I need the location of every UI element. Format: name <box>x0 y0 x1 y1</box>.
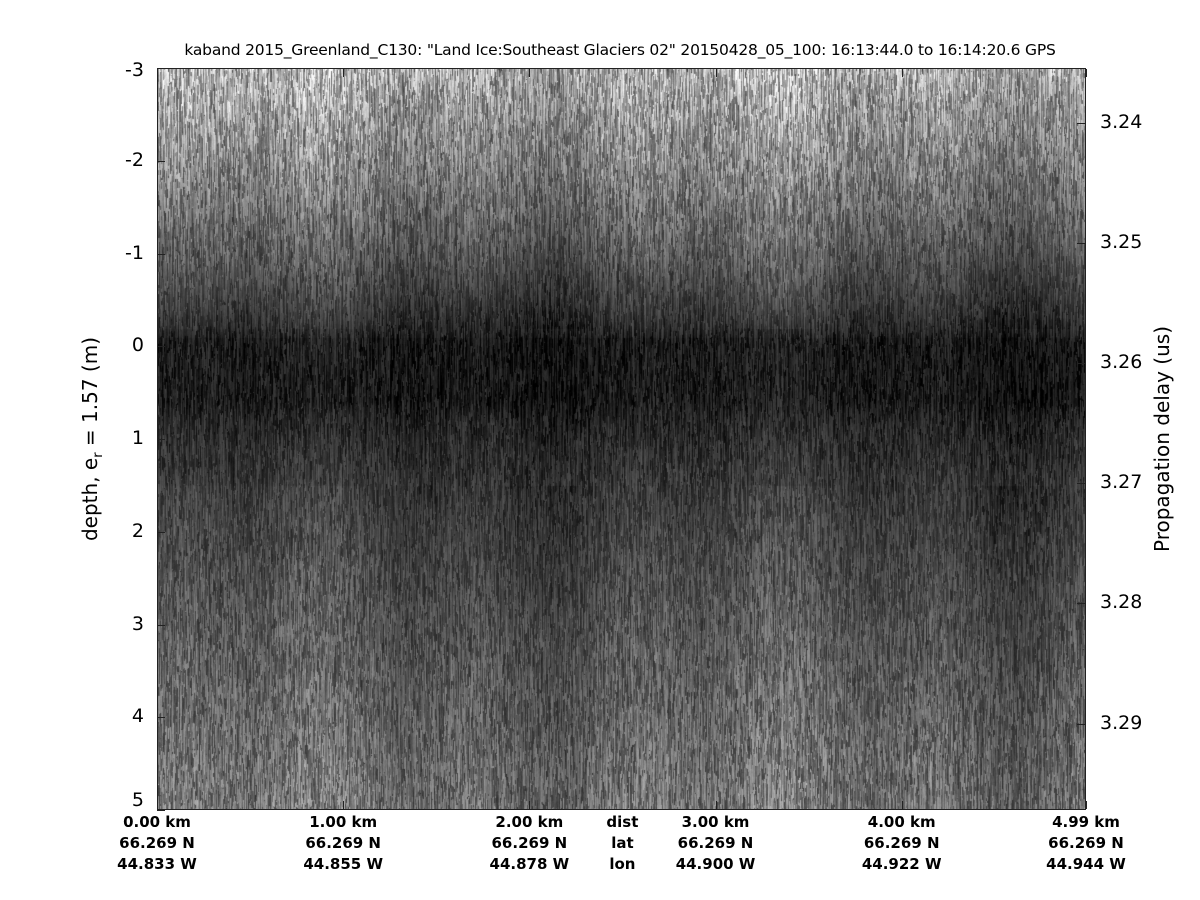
y2-tick-label: 3.24 <box>1100 111 1143 134</box>
y-tick-label: 0 <box>131 334 144 357</box>
x-tick-lat: 66.269 N <box>305 834 381 852</box>
x-tick-mark-top <box>715 69 717 77</box>
y2-axis-label: Propagation delay (us) <box>1150 325 1174 553</box>
y2-tick-mark <box>1077 363 1085 365</box>
y-label-prefix: depth, e <box>78 457 102 542</box>
x-tick-mark-top <box>529 69 531 77</box>
x-tick-dist: 4.00 km <box>867 813 936 831</box>
y2-tick-label: 3.27 <box>1100 471 1143 494</box>
x-tick-lat: 66.269 N <box>119 834 195 852</box>
x-tick-mark <box>901 801 903 809</box>
row-label-lon: lon <box>609 855 636 873</box>
y2-tick-mark <box>1077 603 1085 605</box>
x-tick-dist: 3.00 km <box>681 813 750 831</box>
x-tick-dist: 0.00 km <box>123 813 191 831</box>
x-tick-lat: 66.269 N <box>677 834 754 852</box>
y2-tick-label: 3.26 <box>1100 351 1143 374</box>
x-tick-mark-top <box>901 69 903 77</box>
x-tick-lat: 66.269 N <box>863 834 940 852</box>
x-tick-lon: 44.833 W <box>117 855 197 873</box>
y-tick-mark <box>157 253 165 255</box>
row-label-lat: lat <box>611 834 634 852</box>
x-tick-mark-top <box>343 69 345 77</box>
y2-tick-mark <box>1077 123 1085 125</box>
x-tick-lon: 44.944 W <box>1046 855 1126 873</box>
x-tick-mark <box>1086 801 1087 809</box>
y2-tick-mark <box>1077 483 1085 485</box>
x-tick-dist: 1.00 km <box>309 813 378 831</box>
echogram-image <box>158 69 1085 809</box>
y2-tick-label: 3.28 <box>1100 591 1143 614</box>
y-tick-label: 1 <box>131 427 144 449</box>
x-tick-mark <box>715 801 717 809</box>
x-tick-mark-top <box>157 69 158 77</box>
y2-tick-label: 3.29 <box>1100 711 1143 734</box>
x-tick-mark <box>343 801 345 809</box>
y-axis-label: depth, er = 1.57 (m) <box>78 337 106 541</box>
y-tick-label: -2 <box>125 148 144 171</box>
y-label-sub: r <box>91 452 106 458</box>
x-tick-lat: 66.269 N <box>491 834 568 852</box>
x-tick-lat: 66.269 N <box>1048 834 1124 852</box>
y-tick-mark <box>157 160 165 162</box>
y-tick-mark <box>157 531 165 533</box>
x-tick-lon: 44.922 W <box>861 855 942 873</box>
x-tick-mark-top <box>1086 69 1087 77</box>
y-tick-label: 5 <box>131 789 144 811</box>
echogram-plot-area <box>157 68 1086 810</box>
y-tick-mark <box>157 624 165 626</box>
y-tick-label: 2 <box>131 519 144 542</box>
y-tick-label: 4 <box>131 705 144 728</box>
row-label-dist: dist <box>606 813 639 831</box>
x-tick-lon: 44.855 W <box>303 855 383 873</box>
y-tick-label: -3 <box>125 59 144 81</box>
x-tick-lon: 44.900 W <box>675 855 756 873</box>
y-tick-mark <box>157 68 165 69</box>
y-label-suffix: = 1.57 (m) <box>78 336 102 453</box>
y-tick-mark <box>157 346 165 348</box>
y-tick-mark <box>157 439 165 440</box>
y2-tick-mark <box>1077 243 1085 245</box>
x-tick-dist: 4.99 km <box>1052 813 1120 831</box>
x-tick-lon: 44.878 W <box>489 855 570 873</box>
y2-tick-label: 3.25 <box>1100 231 1143 254</box>
x-tick-mark <box>157 801 158 809</box>
x-tick-dist: 2.00 km <box>495 813 564 831</box>
chart-title: kaband 2015_Greenland_C130: "Land Ice:So… <box>184 41 1056 59</box>
y-tick-label: -1 <box>125 241 144 264</box>
y-tick-mark <box>157 717 165 719</box>
y-tick-label: 3 <box>131 612 144 635</box>
x-tick-mark <box>529 801 531 809</box>
y-tick-mark <box>157 810 165 811</box>
y2-tick-mark <box>1077 723 1085 725</box>
